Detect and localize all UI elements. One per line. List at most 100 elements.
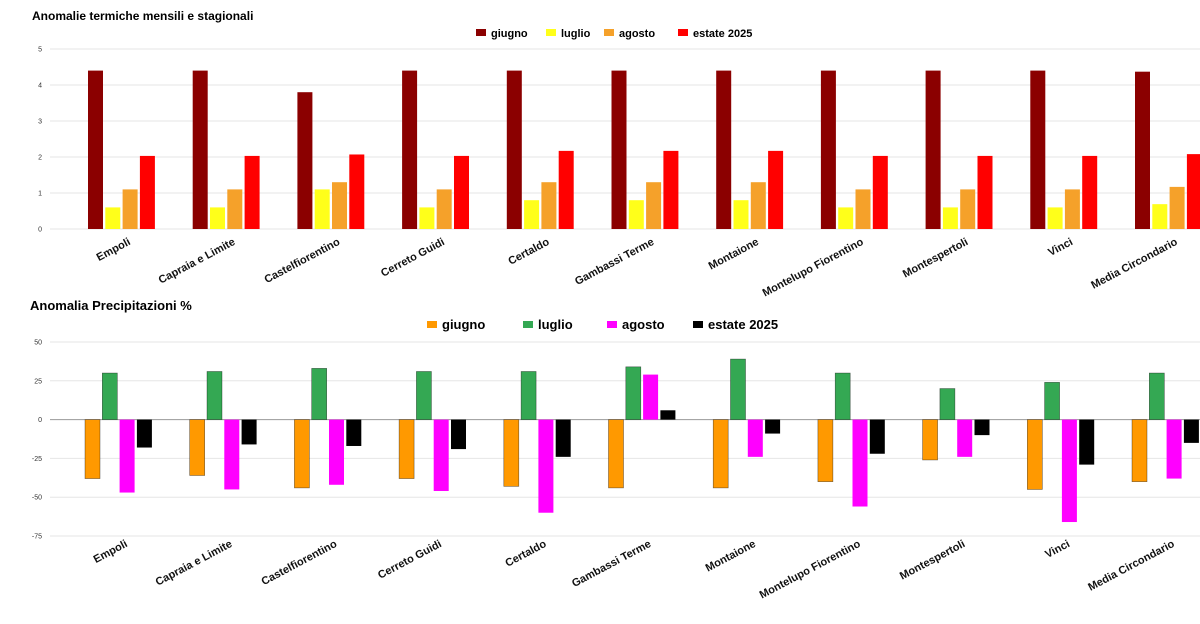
y-tick-label: 5 xyxy=(38,47,42,54)
bar-agosto xyxy=(119,419,135,493)
y-tick-label: 0 xyxy=(38,227,42,234)
x-category-label: Certaldo xyxy=(503,538,548,570)
bar-estate-2025 xyxy=(139,155,155,229)
bar-giugno xyxy=(506,70,522,229)
bar-luglio xyxy=(520,371,537,420)
bar-agosto xyxy=(538,419,554,513)
bar-luglio xyxy=(311,368,328,420)
bar-estate-2025 xyxy=(136,419,152,448)
bar-luglio xyxy=(206,371,223,420)
bar-giugno xyxy=(503,419,520,487)
legend-label: estate 2025 xyxy=(708,317,778,332)
legend-label: luglio xyxy=(538,317,573,332)
bar-luglio xyxy=(524,200,540,229)
legend-label: estate 2025 xyxy=(693,28,752,40)
x-category-label: Vinci xyxy=(1043,538,1072,561)
bar-agosto xyxy=(852,419,868,507)
bar-giugno xyxy=(611,70,627,229)
bar-giugno xyxy=(817,419,834,482)
bar-giugno xyxy=(712,419,729,489)
x-category-label: Montaione xyxy=(707,236,761,272)
bar-giugno xyxy=(1135,71,1150,230)
bar-giugno xyxy=(716,70,732,229)
bar-luglio xyxy=(419,207,435,229)
bar-estate-2025 xyxy=(663,150,679,229)
bar-agosto xyxy=(1064,189,1080,229)
x-category-label: Gambassi Terme xyxy=(573,236,656,288)
bar-estate-2025 xyxy=(977,155,993,229)
legend-swatch xyxy=(693,321,703,328)
x-category-label: Cerreto Guidi xyxy=(376,538,444,582)
bar-giugno xyxy=(1131,419,1148,482)
bar-agosto xyxy=(1166,419,1182,479)
temperature-anomaly-chart: Anomalie termiche mensili e stagionali 0… xyxy=(32,9,1200,299)
bar-agosto xyxy=(433,419,449,491)
bar-giugno xyxy=(1027,419,1043,490)
bar-luglio xyxy=(1149,372,1165,420)
bar-estate-2025 xyxy=(869,419,885,454)
bar-giugno xyxy=(1030,70,1046,229)
bar-estate-2025 xyxy=(558,150,574,229)
bar-agosto xyxy=(224,419,240,490)
x-category-label: Capraia e Limite xyxy=(154,538,235,588)
bar-estate-2025 xyxy=(1082,155,1098,229)
bar-estate-2025 xyxy=(974,419,990,436)
legend-label: luglio xyxy=(561,28,591,40)
x-category-label: Cerreto Guidi xyxy=(379,236,447,280)
bar-luglio xyxy=(625,366,642,420)
bar-agosto xyxy=(541,182,557,229)
legend-label: giugno xyxy=(442,317,485,332)
bar-agosto xyxy=(960,189,976,229)
bar-giugno xyxy=(608,419,624,489)
bar-luglio xyxy=(628,200,644,229)
bar-luglio xyxy=(1047,207,1063,229)
bar-agosto xyxy=(329,419,344,485)
bar-luglio xyxy=(939,388,956,420)
bar-agosto xyxy=(227,189,243,229)
x-category-label: Media Circondario xyxy=(1089,236,1180,292)
bar-estate-2025 xyxy=(349,154,365,229)
bar-agosto xyxy=(643,374,659,420)
bar-giugno xyxy=(88,70,103,229)
bar-luglio xyxy=(314,189,330,229)
x-category-label: Capraia e Limite xyxy=(157,236,238,286)
chart-title: Anomalia Precipitazioni % xyxy=(30,298,192,313)
x-category-label: Montelupo Fiorentino xyxy=(761,236,866,300)
bar-luglio xyxy=(834,372,851,420)
bar-luglio xyxy=(730,358,746,420)
bar-estate-2025 xyxy=(244,155,260,229)
bar-giugno xyxy=(925,70,941,229)
x-category-label: Montelupo Fiorentino xyxy=(758,538,863,602)
bar-luglio xyxy=(102,372,118,420)
legend-label: agosto xyxy=(619,28,655,40)
bar-estate-2025 xyxy=(768,150,784,229)
bar-giugno xyxy=(189,419,205,476)
precipitation-anomaly-chart: Anomalia Precipitazioni % -75 -50 -25 0 25 50… xyxy=(30,298,1200,601)
bar-giugno xyxy=(398,419,415,479)
legend-swatch xyxy=(607,321,617,328)
bar-luglio xyxy=(838,207,854,229)
y-tick-label: 4 xyxy=(38,83,42,90)
bar-luglio xyxy=(942,207,958,229)
bar-luglio xyxy=(1044,382,1060,420)
y-tick-label: -75 xyxy=(32,534,42,541)
x-category-label: Certaldo xyxy=(506,236,551,268)
x-category-label: Castelfiorentino xyxy=(259,538,339,588)
bar-luglio xyxy=(105,207,121,229)
x-category-label: Empoli xyxy=(92,538,130,566)
bar-agosto xyxy=(747,419,763,457)
bar-estate-2025 xyxy=(765,419,781,434)
bar-giugno xyxy=(820,70,836,229)
x-category-label: Montaione xyxy=(704,538,758,574)
y-tick-label: 0 xyxy=(38,417,42,424)
bar-estate-2025 xyxy=(454,155,469,229)
bar-estate-2025 xyxy=(451,419,466,450)
bar-agosto xyxy=(1061,419,1077,523)
bar-agosto xyxy=(646,182,662,229)
x-category-label: Vinci xyxy=(1046,236,1075,259)
bar-estate-2025 xyxy=(1079,419,1095,465)
bar-agosto xyxy=(332,182,347,229)
bar-agosto xyxy=(750,182,766,229)
y-tick-label: 50 xyxy=(34,340,42,347)
legend-label: giugno xyxy=(491,28,528,40)
